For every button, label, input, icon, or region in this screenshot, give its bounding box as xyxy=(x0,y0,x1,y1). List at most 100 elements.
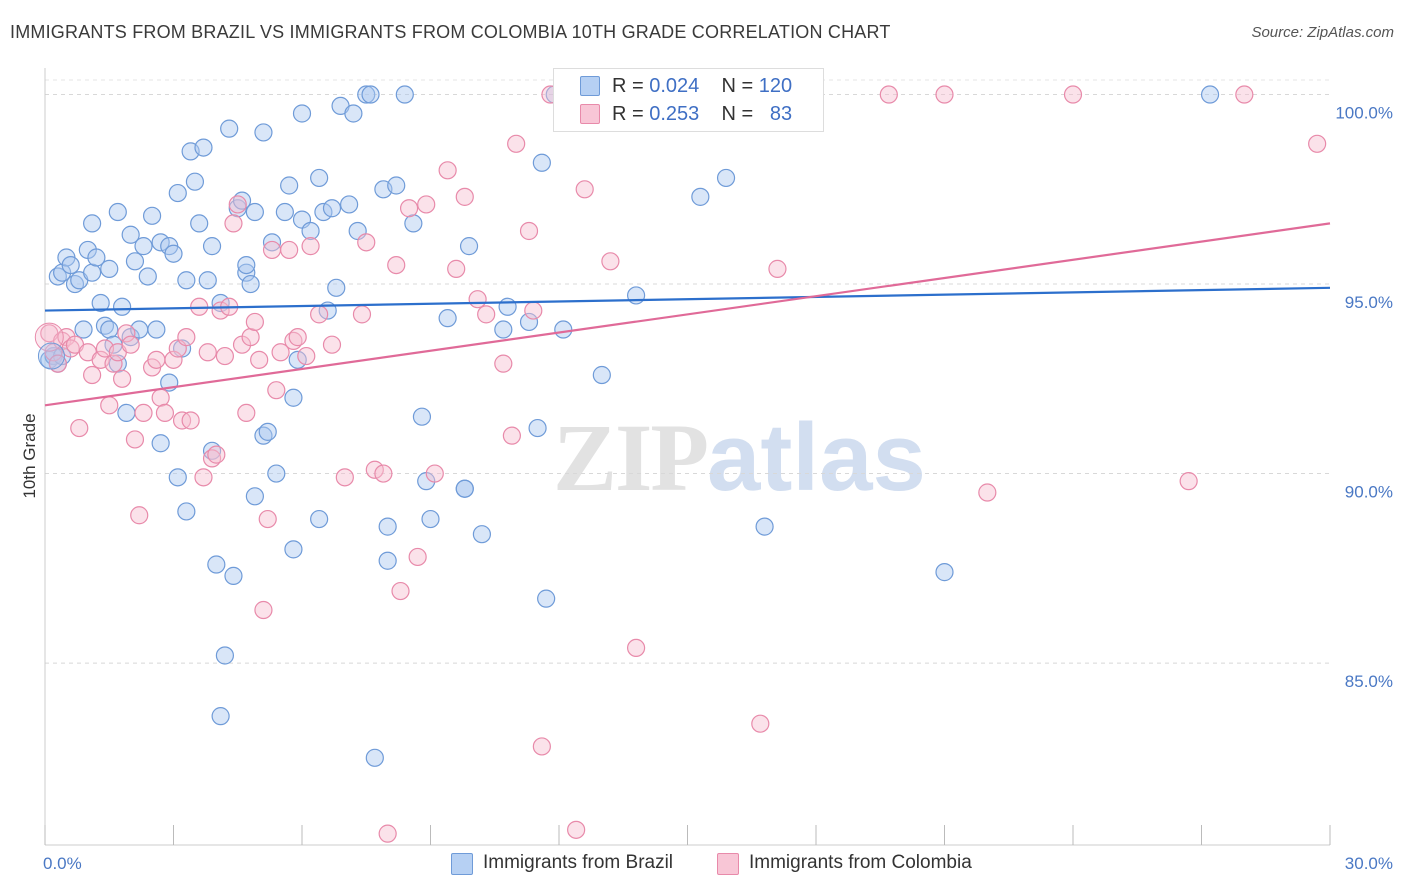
brazil-point xyxy=(404,214,423,233)
brazil-point xyxy=(528,418,547,438)
brazil-point xyxy=(134,237,153,256)
colombia-point xyxy=(352,305,372,324)
y-tick-label: 95.0% xyxy=(1345,293,1393,312)
brazil-point xyxy=(87,248,106,267)
colombia-point xyxy=(1179,472,1198,491)
colombia-point xyxy=(147,350,166,369)
watermark-atlas: atlas xyxy=(707,404,926,511)
colombia-point xyxy=(502,426,521,445)
brazil-point xyxy=(626,286,646,305)
brazil-point xyxy=(262,233,282,252)
brazil-point xyxy=(344,104,363,123)
trend-lines xyxy=(44,222,1331,407)
brazil-point xyxy=(83,263,102,282)
brazil-point xyxy=(310,509,329,529)
legend-colombia-label: Immigrants from Colombia xyxy=(749,852,972,873)
brazil-point xyxy=(327,278,346,297)
colombia-point xyxy=(477,305,496,324)
brazil-point xyxy=(310,168,329,188)
colombia-point xyxy=(567,820,586,839)
brazil-swatch xyxy=(580,76,600,96)
brazil-point xyxy=(378,517,397,536)
colombia-point xyxy=(425,464,444,483)
colombia-point xyxy=(301,237,320,256)
brazil-point xyxy=(224,566,243,585)
brazil-point xyxy=(387,176,406,195)
colombia-point xyxy=(224,214,243,233)
colombia-point xyxy=(258,509,277,529)
brazil-point xyxy=(207,555,226,574)
brazil-point xyxy=(284,540,303,559)
brazil-point xyxy=(151,233,170,252)
brazil-point xyxy=(288,350,307,369)
colombia-point xyxy=(121,335,140,354)
brazil-point xyxy=(365,748,384,767)
colombia-point xyxy=(417,195,436,214)
colombia-point xyxy=(357,233,376,252)
brazil-point xyxy=(395,85,414,104)
brazil-point xyxy=(37,342,65,370)
brazil-point xyxy=(194,138,213,157)
brazil-point xyxy=(215,646,234,665)
legend-brazil-text: R = 0.024 N = 120 xyxy=(612,75,792,98)
colombia-point xyxy=(134,403,153,423)
colombia-point xyxy=(322,335,342,354)
colombia-point xyxy=(130,506,149,525)
colombia-point xyxy=(575,180,594,199)
colombia-point xyxy=(177,328,196,347)
colombia-point xyxy=(532,737,551,756)
brazil-point xyxy=(361,85,380,104)
colombia-point xyxy=(1308,134,1327,153)
colombia-point xyxy=(245,312,264,332)
brazil-point xyxy=(121,225,140,244)
brazil-point xyxy=(378,551,397,570)
brazil-point xyxy=(421,509,440,529)
brazil-point xyxy=(83,214,102,233)
colombia-point xyxy=(228,195,247,214)
brazil-point xyxy=(438,309,457,328)
colombia-point xyxy=(48,354,67,373)
brazil-point xyxy=(280,176,299,195)
brazil-point xyxy=(691,187,710,206)
brazil-point xyxy=(716,168,736,188)
colombia-point xyxy=(297,346,316,366)
x-tick-label: 0.0% xyxy=(43,854,82,873)
brazil-point xyxy=(198,271,217,290)
brazil-point xyxy=(267,464,286,483)
brazil-point xyxy=(357,85,376,104)
colombia-legend-swatch xyxy=(717,853,739,875)
brazil-point xyxy=(168,468,187,487)
brazil-point xyxy=(472,525,491,544)
colombia-point xyxy=(194,468,213,487)
brazil-point xyxy=(220,119,239,138)
colombia-point xyxy=(237,403,256,423)
colombia-point xyxy=(151,388,170,407)
legend-brazil-n-label: N = xyxy=(721,74,754,97)
brazil-point xyxy=(494,320,513,339)
brazil-point xyxy=(202,237,222,256)
colombia-point xyxy=(70,418,89,438)
tick-labels: 85.0% 90.0% 95.0% 100.0% 0.0% 30.0% 10th Grade xyxy=(20,104,1393,873)
brazil-point xyxy=(190,214,209,233)
colombia-point xyxy=(378,824,397,843)
data-points xyxy=(34,85,1327,843)
colombia-point xyxy=(117,324,136,343)
colombia-point xyxy=(288,328,307,347)
colombia-point xyxy=(524,301,543,320)
colombia-point xyxy=(978,483,997,502)
colombia-swatch xyxy=(580,104,600,124)
y-axis-title: 10th Grade xyxy=(20,413,39,498)
colombia-point xyxy=(112,369,132,388)
brazil-point xyxy=(245,487,264,506)
brazil-point xyxy=(61,255,80,275)
brazil-point xyxy=(237,263,256,282)
colombia-point xyxy=(374,464,393,483)
brazil-trend-line xyxy=(44,286,1331,312)
brazil-point xyxy=(322,199,342,218)
brazil-legend-swatch xyxy=(451,853,473,875)
brazil-point xyxy=(177,502,196,521)
legend-colombia-text: R = 0.253 N = 83 xyxy=(612,103,792,126)
brazil-point xyxy=(117,403,136,423)
legend-brazil-n-value: 120 xyxy=(758,74,793,97)
axes xyxy=(44,68,1331,846)
